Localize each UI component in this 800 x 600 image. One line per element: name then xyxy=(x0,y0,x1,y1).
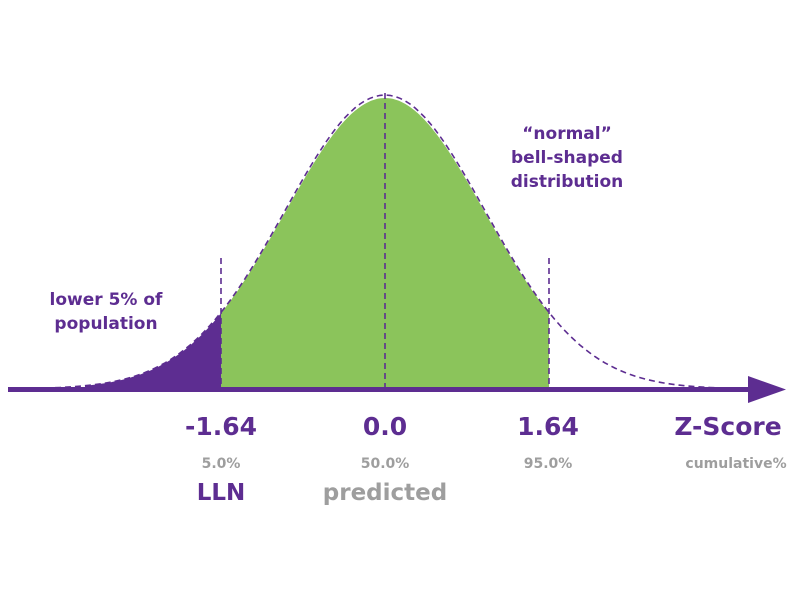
cumulative-label-lln: 5.0% xyxy=(201,456,241,472)
axis-subtitle: cumulative% xyxy=(685,456,787,472)
x-axis-arrowhead xyxy=(748,376,786,403)
bell-curve-outline xyxy=(34,94,741,390)
cumulative-label-upper: 95.0% xyxy=(523,456,573,472)
tick-label-lln: -1.64 xyxy=(184,412,258,441)
tick-label-mean: 0.0 xyxy=(362,412,408,441)
tick-label-upper: 1.64 xyxy=(517,412,579,441)
predicted-label: predicted xyxy=(322,480,448,506)
cumulative-label-mean: 50.0% xyxy=(360,456,410,472)
axis-title: Z-Score xyxy=(674,412,782,441)
lower-tail-annotation: lower 5% of population xyxy=(49,290,163,334)
lower-tail-area xyxy=(85,313,221,389)
lln-label: LLN xyxy=(196,480,246,506)
x-axis-line xyxy=(8,387,758,392)
curve-annotation: “normal” bell-shaped distribution xyxy=(510,124,624,192)
